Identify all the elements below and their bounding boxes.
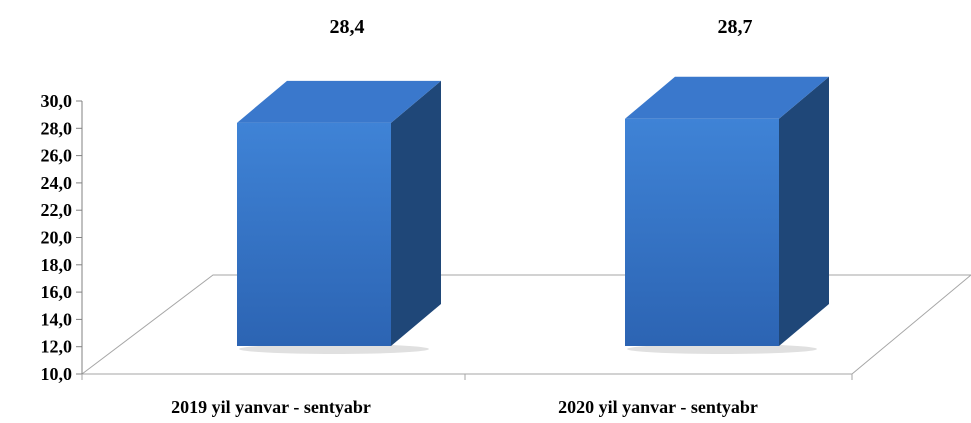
- y-tick-label: 24,0: [41, 173, 73, 193]
- bar-front-face: [625, 118, 779, 347]
- y-axis: 10,0 12,0 14,0 16,0 18,0 20,0 22,0 24,0 26,0 28,0…: [41, 91, 82, 384]
- y-tick-label: 30,0: [41, 91, 73, 111]
- data-label: 28,4: [330, 16, 365, 38]
- y-tick-label: 28,0: [41, 118, 73, 138]
- bar-front-face: [237, 122, 391, 346]
- y-tick-label: 12,0: [41, 337, 73, 357]
- y-tick-label: 22,0: [41, 200, 73, 220]
- bar-top-face: [237, 80, 441, 123]
- data-label: 28,7: [718, 16, 753, 38]
- y-tick-label: 10,0: [41, 364, 73, 384]
- x-category-label: 2020 yil yanvar - sentyabr: [558, 397, 758, 417]
- x-category-label: 2019 yil yanvar - sentyabr: [171, 397, 371, 417]
- bar-2: [625, 76, 829, 354]
- bars-group: 28,4 28,7: [237, 16, 829, 354]
- y-tick-label: 20,0: [41, 228, 73, 248]
- y-tick-label: 18,0: [41, 255, 73, 275]
- chart-floor: [80, 274, 971, 375]
- bar-shadow: [627, 344, 817, 354]
- bar-side-face: [391, 80, 441, 346]
- y-tick-label: 16,0: [41, 282, 73, 302]
- bar-side-face: [779, 76, 829, 347]
- x-axis: 2019 yil yanvar - sentyabr 2020 yil yanva…: [81, 374, 853, 417]
- y-tick-label: 14,0: [41, 309, 73, 329]
- bar-top-face: [625, 76, 829, 119]
- y-tick-label: 26,0: [41, 146, 73, 166]
- bar-shadow: [239, 344, 429, 354]
- bar-1: [237, 80, 441, 354]
